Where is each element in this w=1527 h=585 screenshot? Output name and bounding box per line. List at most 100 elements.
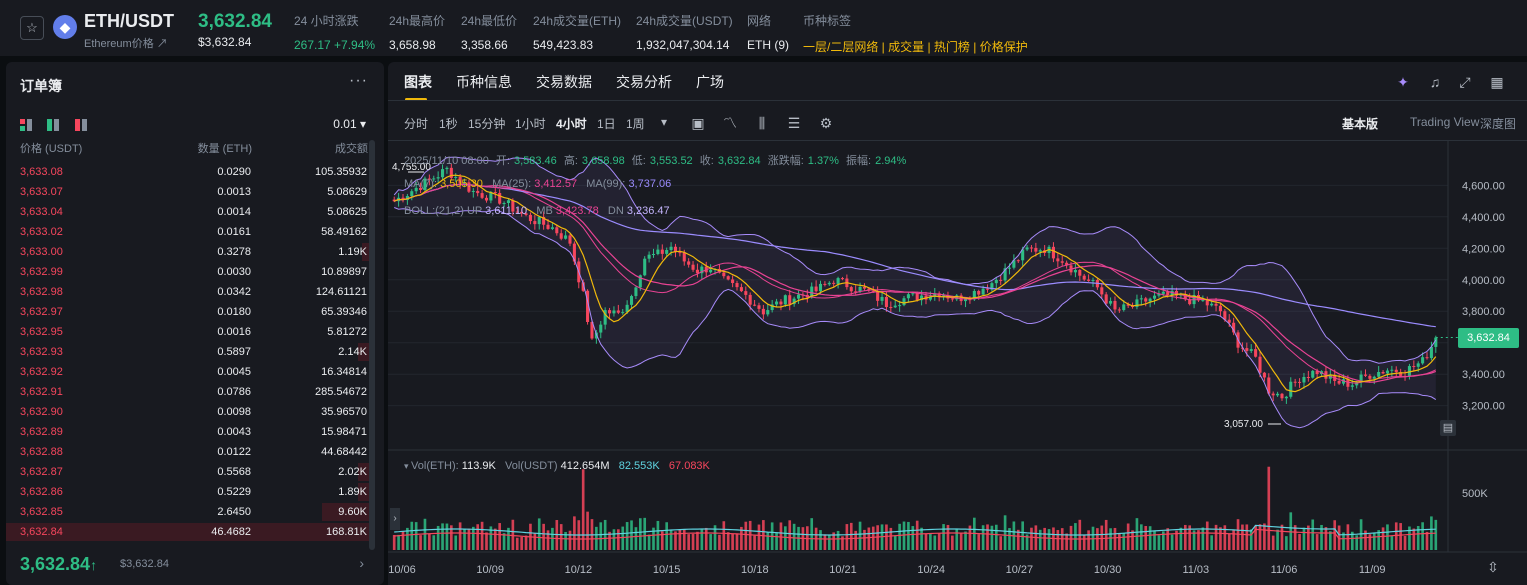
candle-body xyxy=(449,167,453,178)
candle-body xyxy=(796,294,801,299)
interval-4h[interactable]: 4小时 xyxy=(556,117,587,131)
order-book-scrollbar[interactable] xyxy=(369,140,375,550)
more-options-icon[interactable]: ··· xyxy=(349,72,368,89)
interval-1h[interactable]: 1小时 xyxy=(515,117,546,131)
ask-row[interactable]: 3,633.07 0.0013 5.08629 xyxy=(6,182,369,202)
stat-coin-tags[interactable]: 币种标签 一层/二层网络 | 成交量 | 热门榜 | 价格保护 xyxy=(803,14,1028,54)
precision-select[interactable]: 0.01 ▾ xyxy=(333,117,366,131)
candle-body xyxy=(432,178,436,180)
ai-sparkle-icon[interactable]: ✦ xyxy=(1397,74,1409,90)
ask-total: 2.02K xyxy=(338,466,367,478)
favorite-star-icon[interactable]: ☆ xyxy=(20,16,44,40)
fit-height-icon[interactable]: ⇳ xyxy=(1487,559,1499,575)
pair-title[interactable]: ETH/USDT xyxy=(84,11,174,31)
volume-bar xyxy=(1280,524,1284,550)
ma-legend[interactable]: MA(7): 3,505.30 MA(25): 3,412.57 MA(99):… xyxy=(404,178,672,190)
volume-bar xyxy=(1285,536,1288,550)
col-total-header: 成交额 xyxy=(335,143,368,155)
ask-row[interactable]: 3,632.84 46.4682 168.81K xyxy=(6,522,369,542)
ask-row[interactable]: 3,632.90 0.0098 35.96570 xyxy=(6,402,369,422)
candle-type-icon[interactable]: ⫼ xyxy=(758,115,766,131)
bell-icon[interactable]: ♫ xyxy=(1429,74,1441,90)
ask-row[interactable]: 3,633.08 0.0290 105.35932 xyxy=(6,162,369,182)
chevron-right-icon[interactable]: › xyxy=(359,555,364,571)
view-both-icon[interactable] xyxy=(20,118,32,131)
interval-time-share[interactable]: 分时 xyxy=(404,117,429,131)
interval-1s[interactable]: 1秒 xyxy=(439,117,458,131)
candlestick-chart[interactable]: 4,600.00 4,400.00 4,200.00 4,000.00 3,800.00… xyxy=(388,62,1527,585)
candle-body xyxy=(1227,319,1231,323)
candle-body xyxy=(1258,356,1262,373)
candle-body xyxy=(537,216,541,225)
tab-square[interactable]: 广场 xyxy=(696,74,724,90)
view-asks-icon[interactable] xyxy=(74,118,87,131)
candle-body xyxy=(1139,298,1143,300)
ask-row[interactable]: 3,632.88 0.0122 44.68442 xyxy=(6,442,369,462)
volume-bar xyxy=(1249,529,1253,550)
volume-bar xyxy=(704,527,708,550)
ask-row[interactable]: 3,632.99 0.0030 10.89897 xyxy=(6,262,369,282)
ohlc-info: 2025/11/10 08:00 开: 3,583.46 高: 3,658.98 低… xyxy=(404,155,907,167)
candle-body xyxy=(564,235,568,239)
layout-grid-icon[interactable]: ▦ xyxy=(1490,74,1504,90)
candle-body xyxy=(462,182,467,184)
interval-1w[interactable]: 1周 xyxy=(626,117,645,131)
candle-body xyxy=(770,304,774,311)
vol-axis-label: 500K xyxy=(1462,488,1488,500)
ask-row[interactable]: 3,632.91 0.0786 285.54672 xyxy=(6,382,369,402)
volume-bar xyxy=(1394,522,1398,550)
version-basic[interactable]: 基本版 xyxy=(1342,117,1379,131)
volume-bar xyxy=(1188,525,1192,550)
tab-trading-data[interactable]: 交易数据 xyxy=(536,74,592,90)
stat-network[interactable]: 网络 ETH (9) xyxy=(747,14,789,52)
coin-name-link[interactable]: Ethereum价格 ↗ xyxy=(84,38,168,50)
volume-bar xyxy=(1065,533,1068,550)
version-depth[interactable]: 深度图 xyxy=(1480,117,1517,131)
volume-bar xyxy=(1320,524,1323,550)
ma25-line xyxy=(393,183,1437,383)
gear-icon[interactable]: ⚙ xyxy=(819,115,833,131)
interval-1d[interactable]: 1日 xyxy=(597,117,616,131)
volume-bar xyxy=(1104,519,1108,550)
tab-chart[interactable]: 图表 xyxy=(404,74,432,90)
volume-bar xyxy=(1118,533,1121,550)
ask-row[interactable]: 3,632.97 0.0180 65.39346 xyxy=(6,302,369,322)
x-tick-label: 10/27 xyxy=(1006,564,1034,576)
ask-row[interactable]: 3,633.00 0.3278 1.19K xyxy=(6,242,369,262)
candle-body xyxy=(1262,372,1266,378)
ask-row[interactable]: 3,632.93 0.5897 2.14K xyxy=(6,342,369,362)
volume-legend[interactable]: ▾ Vol(ETH): 113.9K Vol(USDT) 412.654M 82… xyxy=(404,460,710,472)
ask-row[interactable]: 3,633.04 0.0014 5.08625 xyxy=(6,202,369,222)
tab-coin-info[interactable]: 币种信息 xyxy=(456,74,512,90)
view-bids-icon[interactable] xyxy=(47,118,60,131)
candle-body xyxy=(1117,309,1121,311)
ask-row[interactable]: 3,632.98 0.0342 124.61121 xyxy=(6,282,369,302)
ask-row[interactable]: 3,632.86 0.5229 1.89K xyxy=(6,482,369,502)
calendar-icon[interactable]: ▣ xyxy=(691,115,705,131)
candle-body xyxy=(665,250,669,254)
interval-15m[interactable]: 15分钟 xyxy=(468,117,506,131)
ask-row[interactable]: 3,632.92 0.0045 16.34814 xyxy=(6,362,369,382)
divider xyxy=(388,100,1527,101)
boll-legend[interactable]: BOLL:(21,2) UP 3,611.10 MB 3,423.78 DN 3… xyxy=(404,205,670,217)
version-tradingview[interactable]: Trading View xyxy=(1410,115,1480,129)
candle-body xyxy=(968,299,972,301)
candle-body xyxy=(1166,291,1170,296)
ask-row[interactable]: 3,633.02 0.0161 58.49162 xyxy=(6,222,369,242)
indicator-icon[interactable]: 〽 xyxy=(723,115,737,131)
collapse-handle-icon[interactable]: › xyxy=(390,508,400,530)
ask-total: 168.81K xyxy=(326,526,367,538)
orderbook-last-price[interactable]: 3,632.84↑ xyxy=(20,554,98,574)
ask-row[interactable]: 3,632.95 0.0016 5.81272 xyxy=(6,322,369,342)
settings-list-icon[interactable]: ☰ xyxy=(787,115,801,131)
tab-trading-analysis[interactable]: 交易分析 xyxy=(616,74,672,90)
candle-body xyxy=(520,211,524,214)
volume-bar xyxy=(893,535,897,550)
candle-body xyxy=(985,288,990,290)
interval-more-dropdown[interactable]: ▾ xyxy=(661,115,668,129)
ask-row[interactable]: 3,632.87 0.5568 2.02K xyxy=(6,462,369,482)
price-alert-icon[interactable]: ▤ xyxy=(1440,420,1456,436)
expand-icon[interactable]: ⤢ xyxy=(1459,74,1471,90)
ask-row[interactable]: 3,632.89 0.0043 15.98471 xyxy=(6,422,369,442)
ask-row[interactable]: 3,632.85 2.6450 9.60K xyxy=(6,502,369,522)
